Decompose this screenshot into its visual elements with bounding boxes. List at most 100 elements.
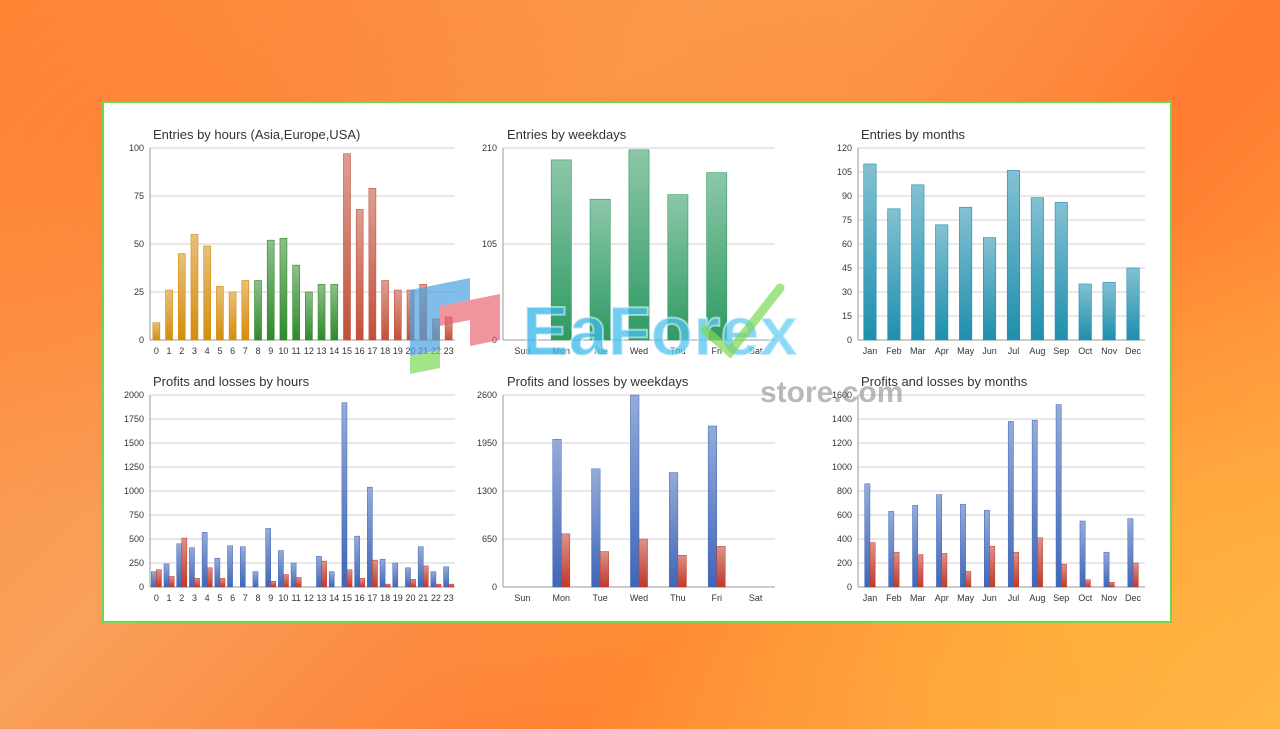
bar (561, 533, 571, 588)
x-tick-label: 22 (431, 593, 441, 603)
bar (550, 159, 572, 341)
x-tick-label: Wed (630, 593, 648, 603)
y-tick-label: 600 (837, 510, 852, 520)
x-tick-label: 1 (167, 346, 172, 356)
x-tick-label: 2 (179, 346, 184, 356)
x-tick-label: 23 (444, 346, 454, 356)
y-tick-label: 1250 (124, 462, 144, 472)
x-tick-label: 10 (278, 593, 288, 603)
bar (194, 578, 200, 588)
x-tick-label: Wed (630, 346, 648, 356)
x-tick-label: 16 (355, 346, 365, 356)
x-tick-label: 19 (393, 593, 403, 603)
bar (214, 557, 221, 588)
x-tick-label: 2 (179, 593, 184, 603)
y-tick-label: 0 (139, 582, 144, 592)
x-tick-label: Thu (670, 346, 686, 356)
bar (367, 486, 373, 588)
bar (667, 194, 689, 341)
bar (295, 577, 302, 588)
x-tick-label: Nov (1101, 593, 1118, 603)
y-tick-label: 0 (847, 335, 852, 345)
bar (181, 537, 188, 588)
bar (227, 545, 233, 588)
y-tick-label: 1000 (832, 462, 852, 472)
bar (341, 402, 348, 588)
bar (372, 559, 378, 588)
bar (591, 468, 601, 588)
bar (190, 234, 199, 341)
x-tick-label: 6 (230, 346, 235, 356)
x-tick-label: Apr (935, 346, 949, 356)
bar (422, 565, 429, 588)
x-tick-label: 0 (154, 346, 159, 356)
bar (989, 545, 996, 588)
bar (410, 579, 416, 588)
bar (917, 554, 924, 588)
x-tick-label: 9 (268, 346, 273, 356)
x-tick-label: 20 (406, 593, 416, 603)
chart-4: Profits and losses by hours0250500750100… (124, 374, 455, 603)
y-tick-label: 750 (129, 510, 144, 520)
bar (589, 198, 611, 341)
x-tick-label: 17 (367, 346, 377, 356)
bar (1078, 283, 1092, 341)
x-tick-label: 11 (291, 593, 300, 603)
bar (1037, 537, 1043, 588)
x-tick-label: 14 (329, 593, 339, 603)
x-tick-label: 12 (304, 346, 314, 356)
x-tick-label: 5 (217, 346, 222, 356)
chart-title: Entries by hours (Asia,Europe,USA) (153, 127, 360, 142)
bar (1055, 404, 1062, 588)
y-tick-label: 100 (129, 143, 144, 153)
bar (316, 556, 322, 588)
chart-3: Entries by months 0 15 30 45 60 75 90 105 120 Jan F… (837, 127, 1145, 356)
bar (1031, 419, 1038, 588)
bar (292, 264, 300, 341)
bar (270, 580, 277, 588)
x-tick-label: Jan (863, 593, 878, 603)
x-tick-label: 15 (342, 593, 352, 603)
bar (216, 285, 224, 341)
x-tick-label: Sat (749, 593, 763, 603)
bar (381, 280, 389, 341)
bar (1127, 518, 1134, 588)
y-tick-label: 1200 (832, 438, 852, 448)
bar (1007, 421, 1014, 588)
x-tick-label: 9 (268, 593, 273, 603)
chart-2: Entries by weekdays 0 105 210 Sun Mon Tue Wed Th… (482, 127, 775, 356)
chart-5: Profits and losses by weekdays 0 650 1300 19… (477, 374, 775, 603)
chart-1: Entries by hours (Asia,Europe,USA)025507… (129, 127, 455, 356)
y-tick-label: 200 (837, 558, 852, 568)
bar (430, 571, 437, 588)
bar (599, 551, 609, 588)
y-tick-label: 120 (837, 143, 852, 153)
y-tick-label: 2000 (124, 390, 144, 400)
x-tick-label: Feb (886, 346, 902, 356)
bar (328, 571, 335, 588)
x-tick-label: 6 (230, 593, 235, 603)
bar (628, 149, 650, 341)
y-tick-label: 50 (134, 239, 144, 249)
x-tick-label: Sep (1053, 593, 1069, 603)
bar (1013, 551, 1019, 588)
bar (177, 253, 186, 341)
bar (432, 318, 440, 341)
y-tick-label: 250 (129, 558, 144, 568)
y-tick-label: 1500 (124, 438, 144, 448)
x-tick-label: Feb (886, 593, 902, 603)
bar (330, 284, 339, 341)
x-tick-label: Jun (982, 346, 997, 356)
x-tick-label: Oct (1078, 593, 1093, 603)
x-tick-label: Nov (1101, 346, 1118, 356)
x-tick-label: 17 (367, 593, 377, 603)
x-tick-label: 8 (256, 346, 261, 356)
x-tick-label: Dec (1125, 593, 1142, 603)
bar (1126, 267, 1140, 341)
bar (228, 291, 237, 341)
bar (346, 569, 353, 588)
bar (419, 284, 428, 341)
x-tick-label: 18 (380, 346, 390, 356)
bar (417, 546, 424, 588)
